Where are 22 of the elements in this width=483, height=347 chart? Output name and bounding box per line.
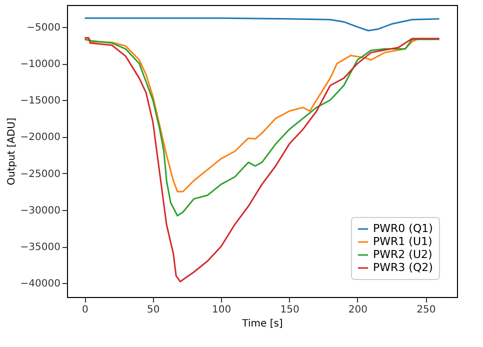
x-tick-label: 100 <box>212 304 232 316</box>
y-axis-title: Output [ADU] <box>6 118 18 186</box>
legend-label: PWR3 (Q2) <box>373 261 433 274</box>
y-tick-label: −5000 <box>26 22 60 34</box>
y-tick-label: −15000 <box>20 96 60 107</box>
x-tick-label: 50 <box>147 304 160 316</box>
x-tick-label: 150 <box>280 304 300 316</box>
x-tick-label: 250 <box>416 304 436 316</box>
x-axis-title: Time [s] <box>241 318 283 330</box>
legend-label: PWR2 (U2) <box>373 248 432 261</box>
y-tick-label: −30000 <box>20 205 60 216</box>
y-tick-label: −35000 <box>20 242 60 254</box>
y-tick-label: −40000 <box>20 278 60 290</box>
x-tick-label: 0 <box>82 304 88 316</box>
line-series <box>84 37 440 282</box>
x-tick-label: 200 <box>348 304 368 316</box>
y-tick-label: −25000 <box>20 168 60 180</box>
legend-label: PWR0 (Q1) <box>373 222 433 235</box>
line-series <box>84 17 440 32</box>
legend-label: PWR1 (U1) <box>373 235 432 248</box>
y-tick-label: −10000 <box>20 59 60 70</box>
y-tick-label: −20000 <box>20 132 60 144</box>
